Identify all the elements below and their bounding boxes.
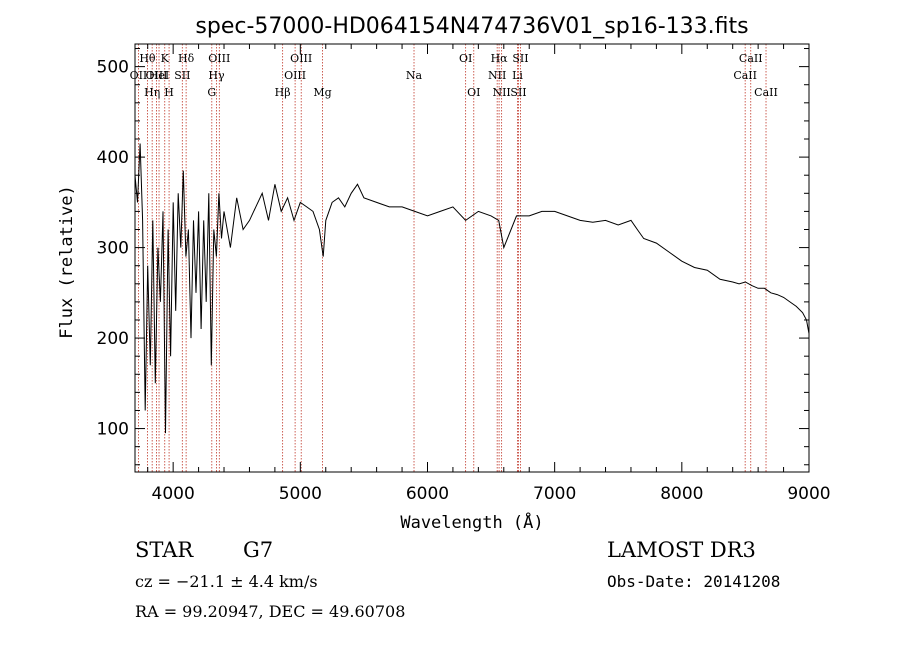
- object-class: STAR: [135, 538, 194, 562]
- line-label: OIII: [284, 69, 306, 82]
- line-label: OI: [467, 86, 480, 99]
- line-label: OIII: [290, 52, 312, 65]
- x-tick-label: 8000: [660, 484, 703, 504]
- redshift-text: cz = −21.1 ± 4.4 km/s: [135, 572, 318, 591]
- spectrum-chart: spec-57000-HD064154N474736V01_sp16-133.f…: [57, 14, 831, 533]
- line-label: SII: [512, 52, 528, 65]
- line-label: Hα: [491, 52, 509, 65]
- line-label: Hη: [144, 86, 160, 99]
- line-label: CaII: [754, 86, 778, 99]
- line-label: SII: [510, 86, 526, 99]
- line-label: H: [164, 86, 174, 99]
- y-tick-label: 100: [97, 420, 129, 440]
- x-tick-label: 5000: [279, 484, 322, 504]
- line-label: CaII: [739, 52, 763, 65]
- x-tick-label: 7000: [533, 484, 576, 504]
- y-tick-label: 500: [97, 58, 129, 78]
- survey-name: LAMOST DR3: [607, 538, 756, 562]
- line-label: Mg: [313, 86, 331, 99]
- line-label: K: [161, 52, 170, 65]
- line-label: OI: [459, 52, 472, 65]
- line-label: NII: [492, 86, 510, 99]
- line-label: OIII: [208, 52, 230, 65]
- y-tick-label: 200: [97, 329, 129, 349]
- plot-frame: [134, 43, 810, 473]
- line-label: G: [207, 86, 216, 99]
- line-label: SII: [174, 69, 190, 82]
- spectrum-series-line: [134, 143, 810, 434]
- y-tick-label: 300: [97, 239, 129, 259]
- line-label: Hδ: [178, 52, 195, 65]
- line-label: Hγ: [208, 69, 225, 82]
- line-label: OII: [130, 69, 148, 82]
- line-label: HeI: [149, 69, 169, 82]
- line-label: OIII: [145, 69, 167, 82]
- line-label: Li: [512, 69, 523, 82]
- y-axis-label: Flux (relative): [57, 185, 77, 339]
- y-tick-label: 400: [97, 148, 129, 168]
- x-tick-label: 4000: [152, 484, 195, 504]
- line-label: NII: [488, 69, 506, 82]
- line-label: Hθ: [139, 52, 156, 65]
- x-tick-label: 6000: [406, 484, 449, 504]
- line-label: CaII: [733, 69, 757, 82]
- line-label: Na: [406, 69, 423, 82]
- object-subclass: G7: [243, 538, 274, 562]
- coordinates-text: RA = 99.20947, DEC = 49.60708: [135, 602, 406, 621]
- x-tick-label: 9000: [787, 484, 830, 504]
- chart-title: spec-57000-HD064154N474736V01_sp16-133.f…: [195, 14, 748, 39]
- line-label: Hβ: [275, 86, 291, 99]
- obs-date: Obs-Date: 20141208: [607, 572, 781, 591]
- x-axis-label: Wavelength (Å): [400, 511, 543, 533]
